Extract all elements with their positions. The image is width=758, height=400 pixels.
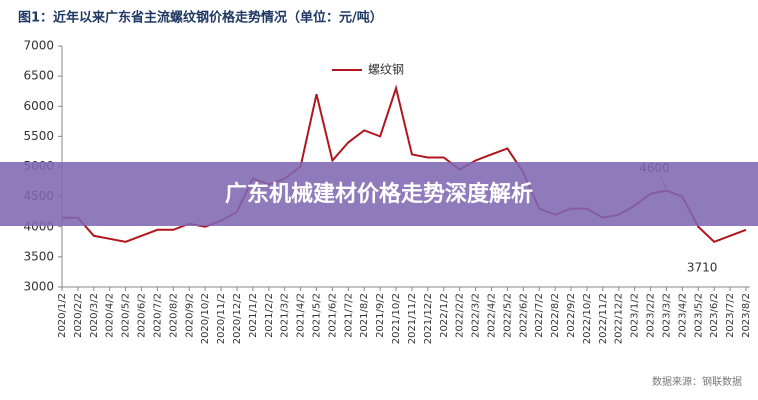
x-tick-label: 2020/3/2 bbox=[89, 293, 100, 338]
x-tick-label: 2021/6/2 bbox=[327, 293, 338, 338]
x-tick-label: 2020/6/2 bbox=[137, 293, 148, 338]
x-tick-label: 2020/4/2 bbox=[105, 293, 116, 338]
x-tick-label: 2023/1/2 bbox=[630, 293, 641, 338]
x-tick-label: 2021/3/2 bbox=[280, 293, 291, 338]
banner-bg bbox=[0, 162, 758, 226]
x-tick-label: 2020/5/2 bbox=[121, 293, 132, 338]
x-tick-label: 2022/9/2 bbox=[566, 293, 577, 338]
chart-title: 图1：近年以来广东省主流螺纹钢价格走势情况（单位：元/吨） bbox=[18, 10, 383, 26]
x-tick-label: 2023/7/2 bbox=[725, 293, 736, 338]
x-tick-label: 2021/9/2 bbox=[375, 293, 386, 338]
banner-title: 广东机械建材价格走势深度解析 bbox=[225, 181, 533, 207]
x-tick-label: 2023/6/2 bbox=[709, 293, 720, 338]
x-tick-label: 2021/5/2 bbox=[312, 293, 323, 338]
y-tick-label: 7000 bbox=[23, 39, 54, 53]
x-tick-label: 2022/12/2 bbox=[614, 293, 625, 344]
source: 数据来源：钢联数据 bbox=[652, 375, 742, 388]
x-tick-label: 2023/5/2 bbox=[693, 293, 704, 338]
x-tick-label: 2022/3/2 bbox=[471, 293, 482, 338]
x-tick-label: 2021/12/2 bbox=[423, 293, 434, 344]
x-tick-label: 2022/6/2 bbox=[518, 293, 529, 338]
y-tick-label: 6500 bbox=[23, 69, 54, 83]
x-tick-label: 2021/1/2 bbox=[248, 293, 259, 338]
x-tick-label: 2020/2/2 bbox=[73, 293, 84, 338]
x-tick-label: 2022/11/2 bbox=[598, 293, 609, 344]
x-tick-label: 2020/10/2 bbox=[200, 293, 211, 344]
y-tick-label: 3500 bbox=[23, 249, 54, 263]
x-tick-label: 2023/8/2 bbox=[741, 293, 752, 338]
x-tick-label: 2022/7/2 bbox=[534, 293, 545, 338]
x-tick-label: 2020/8/2 bbox=[168, 293, 179, 338]
x-tick-label: 2021/10/2 bbox=[391, 293, 402, 344]
x-tick-label: 2023/2/2 bbox=[646, 293, 657, 338]
x-tick-label: 2022/5/2 bbox=[502, 293, 513, 338]
x-tick-label: 2023/3/2 bbox=[661, 293, 672, 338]
x-tick-label: 2022/4/2 bbox=[486, 293, 497, 338]
x-tick-label: 2020/11/2 bbox=[216, 293, 227, 344]
x-tick-label: 2022/2/2 bbox=[455, 293, 466, 338]
y-tick-label: 3000 bbox=[23, 280, 54, 294]
x-tick-label: 2021/11/2 bbox=[407, 293, 418, 344]
x-tick-label: 2020/9/2 bbox=[184, 293, 195, 338]
x-tick-label: 2021/8/2 bbox=[359, 293, 370, 338]
legend-label: 螺纹钢 bbox=[368, 63, 404, 77]
x-tick-label: 2020/7/2 bbox=[152, 293, 163, 338]
x-tick-label: 2022/10/2 bbox=[582, 293, 593, 344]
x-tick-label: 2021/2/2 bbox=[264, 293, 275, 338]
x-tick-label: 2021/4/2 bbox=[296, 293, 307, 338]
x-tick-label: 2022/1/2 bbox=[439, 293, 450, 338]
y-tick-label: 6000 bbox=[23, 99, 54, 113]
x-tick-label: 2022/8/2 bbox=[550, 293, 561, 338]
x-tick-label: 2023/4/2 bbox=[677, 293, 688, 338]
x-tick-label: 2021/7/2 bbox=[343, 293, 354, 338]
x-tick-label: 2020/12/2 bbox=[232, 293, 243, 344]
annotation: 3710 bbox=[687, 261, 718, 275]
y-tick-label: 5500 bbox=[23, 129, 54, 143]
x-tick-label: 2020/1/2 bbox=[57, 293, 68, 338]
